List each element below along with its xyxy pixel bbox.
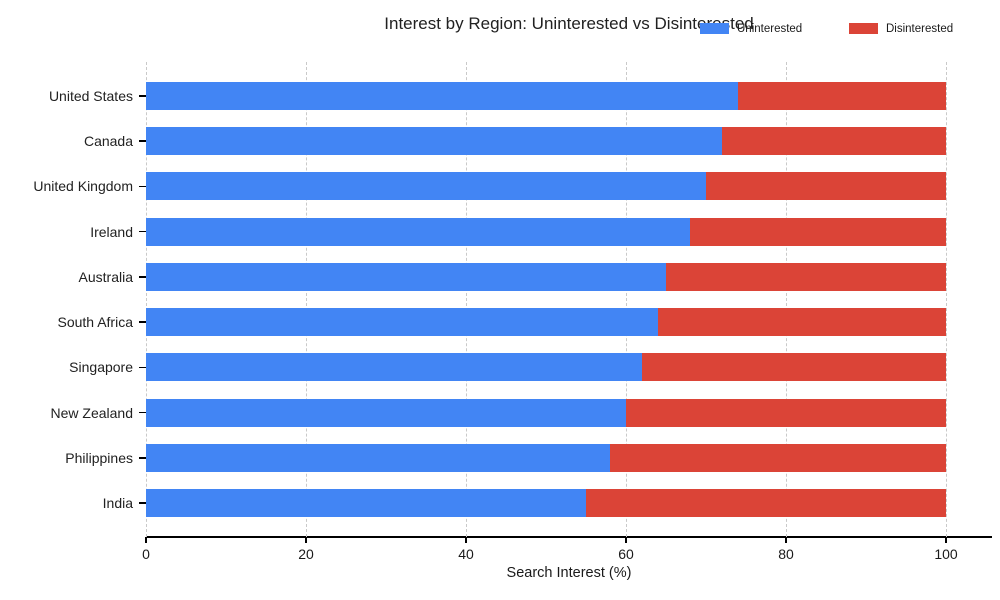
y-tick-mark-singapore — [139, 366, 146, 369]
x-tick-mark-20 — [305, 537, 307, 543]
bar-segment-uninterested-united-kingdom — [146, 172, 706, 201]
bar-segment-uninterested-united-states — [146, 82, 738, 110]
y-tick-mark-united-states — [139, 95, 146, 97]
x-tick-mark-40 — [465, 537, 467, 543]
y-tick-mark-canada — [139, 140, 146, 142]
bar-segment-disinterested-new-zealand — [626, 398, 946, 427]
gridline-60 — [625, 62, 627, 537]
category-label-philippines: Philippines — [65, 449, 133, 466]
gridline-20 — [305, 62, 307, 537]
x-tick-mark-0 — [145, 537, 147, 543]
bar-segment-disinterested-canada — [722, 127, 946, 156]
category-label-south-africa: South Africa — [57, 314, 134, 331]
x-axis-line — [146, 536, 992, 538]
bar-segment-disinterested-ireland — [690, 217, 946, 246]
y-tick-mark-philippines — [139, 457, 146, 459]
y-tick-mark-ireland — [139, 230, 146, 233]
gridline-0 — [145, 62, 147, 537]
chart-title: Interest by Region: Uninterested vs Disi… — [384, 14, 754, 33]
bar-segment-uninterested-india — [146, 488, 586, 517]
category-label-ireland: Ireland — [90, 223, 133, 240]
category-label-united-kingdom: United Kingdom — [33, 178, 133, 195]
bar-segment-uninterested-new-zealand — [146, 398, 626, 427]
x-tick-label-80: 80 — [778, 546, 794, 562]
y-tick-mark-australia — [139, 276, 146, 278]
y-tick-mark-south-africa — [139, 321, 146, 323]
x-axis-title: Search Interest (%) — [506, 565, 632, 581]
x-tick-label-60: 60 — [618, 546, 634, 562]
bar-segment-uninterested-singapore — [146, 353, 642, 382]
bar-segment-disinterested-united-states — [738, 82, 946, 110]
legend-label-disinterested: Disinterested — [886, 23, 954, 35]
y-tick-mark-india — [139, 502, 146, 504]
x-tick-mark-100 — [945, 537, 947, 543]
category-label-singapore: Singapore — [69, 359, 133, 376]
x-tick-mark-80 — [785, 537, 787, 543]
x-tick-mark-60 — [625, 537, 627, 543]
category-label-canada: Canada — [83, 133, 133, 150]
category-label-india: India — [102, 494, 133, 511]
gridline-100 — [945, 62, 947, 537]
bar-segment-uninterested-ireland — [146, 217, 690, 246]
bar-segment-uninterested-philippines — [146, 443, 610, 472]
y-tick-mark-united-kingdom — [139, 185, 146, 188]
x-tick-label-0: 0 — [142, 546, 150, 562]
x-tick-label-100: 100 — [934, 546, 958, 562]
bar-segment-disinterested-singapore — [642, 353, 946, 382]
x-tick-label-20: 20 — [298, 546, 314, 562]
bar-segment-disinterested-south-africa — [658, 308, 946, 337]
y-tick-mark-new-zealand — [139, 411, 146, 414]
category-label-new-zealand: New Zealand — [50, 404, 134, 421]
bar-segment-uninterested-australia — [146, 262, 666, 291]
legend-swatch-disinterested-icon — [849, 23, 878, 34]
bar-segment-disinterested-australia — [666, 262, 946, 291]
legend-swatch-uninterested-icon — [700, 23, 729, 34]
legend-label-uninterested: Uninterested — [737, 23, 803, 35]
bar-segment-uninterested-canada — [146, 127, 722, 156]
category-label-australia: Australia — [78, 268, 133, 285]
gridline-80 — [785, 62, 787, 537]
bar-segment-disinterested-philippines — [610, 443, 946, 472]
bar-segment-disinterested-india — [586, 488, 946, 517]
gridline-40 — [465, 62, 467, 537]
x-tick-label-40: 40 — [458, 546, 474, 562]
category-label-united-states: United States — [48, 88, 133, 104]
bar-segment-disinterested-united-kingdom — [706, 172, 946, 201]
bar-segment-uninterested-south-africa — [146, 308, 658, 337]
